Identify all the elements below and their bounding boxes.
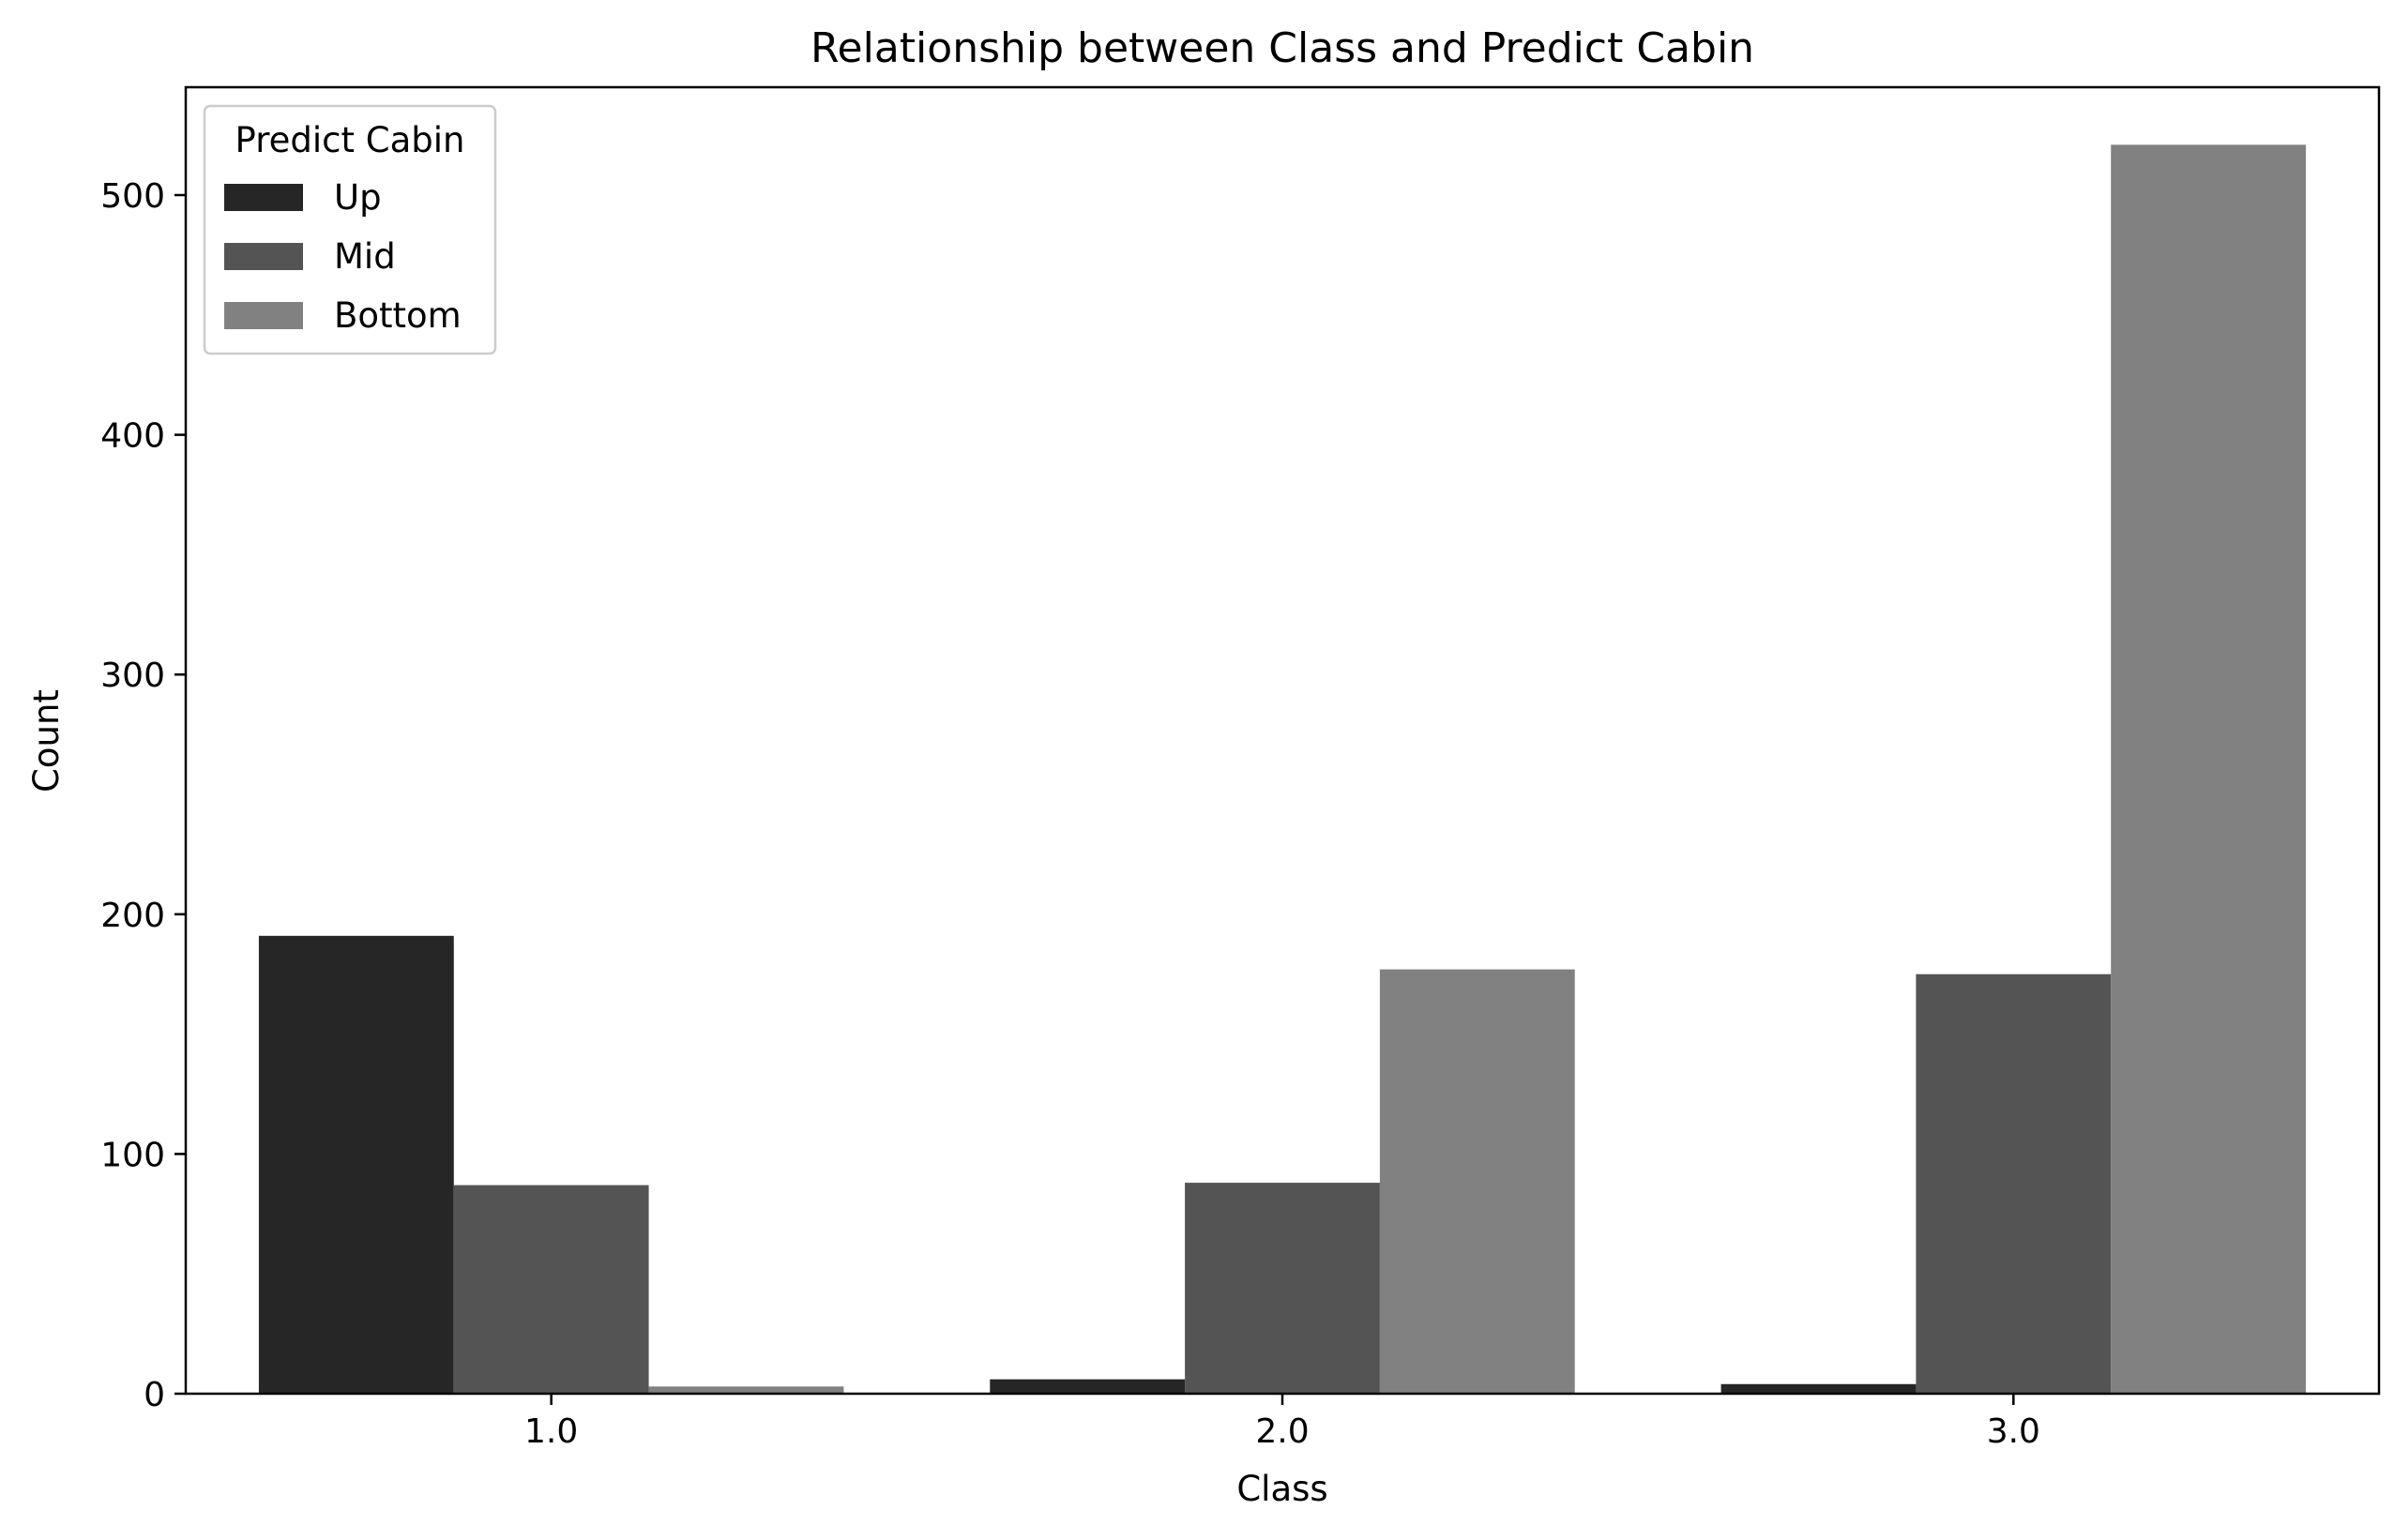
x-axis-title: Class <box>1236 1469 1327 1509</box>
legend-title: Predict Cabin <box>235 120 465 160</box>
bars-layer <box>258 144 2307 1394</box>
x-tick-label: 3.0 <box>1987 1412 2040 1451</box>
legend-entries: Up Mid Bottom <box>224 177 462 336</box>
bar-bottom-3.0 <box>2111 144 2307 1394</box>
legend-label-bottom: Bottom <box>334 295 462 336</box>
bar-up-1.0 <box>258 935 454 1394</box>
legend-label-up: Up <box>334 177 382 218</box>
bar-bottom-1.0 <box>648 1386 844 1394</box>
chart-title: Relationship between Class and Predict C… <box>811 24 1754 72</box>
y-tick-label: 400 <box>100 417 165 456</box>
legend-swatch-up <box>224 184 303 211</box>
legend-swatch-bottom <box>224 302 303 329</box>
legend-label-mid: Mid <box>334 236 396 277</box>
bar-mid-1.0 <box>453 1185 649 1394</box>
x-axis: 1.0 2.0 3.0 <box>524 1394 2040 1451</box>
y-tick-label: 100 <box>100 1136 165 1174</box>
y-axis: 0 100 200 300 400 500 <box>100 177 186 1414</box>
y-tick-label: 0 <box>144 1376 165 1414</box>
y-tick-label: 300 <box>100 657 165 695</box>
legend: Predict Cabin Up Mid Bottom <box>203 104 497 355</box>
x-tick-label: 1.0 <box>524 1412 578 1451</box>
y-tick-label: 200 <box>100 897 165 935</box>
y-tick-label: 500 <box>100 177 165 216</box>
bar-bottom-2.0 <box>1379 969 1575 1394</box>
legend-box <box>203 104 497 355</box>
bar-up-2.0 <box>990 1379 1186 1394</box>
legend-swatch-mid <box>224 243 303 270</box>
y-axis-title: Count <box>26 689 67 793</box>
bar-mid-3.0 <box>1916 974 2112 1394</box>
bar-mid-2.0 <box>1185 1183 1380 1394</box>
bar-up-3.0 <box>1720 1383 1917 1394</box>
x-tick-label: 2.0 <box>1255 1412 1309 1451</box>
